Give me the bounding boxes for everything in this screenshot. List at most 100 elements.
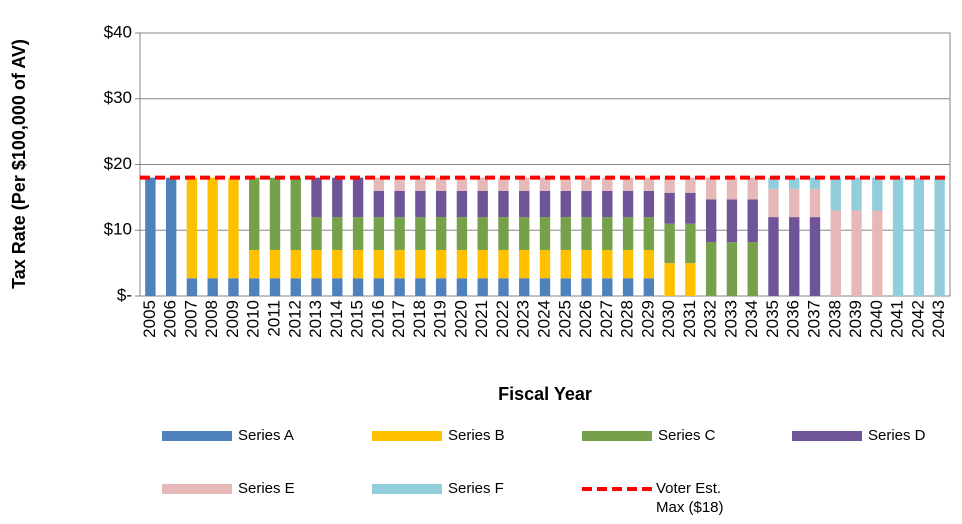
x-tick-label: 2018 bbox=[410, 300, 429, 338]
x-tick-label: 2035 bbox=[763, 300, 782, 338]
x-tick-label: 2019 bbox=[431, 300, 450, 338]
bar-segment bbox=[498, 278, 509, 296]
bar-segment bbox=[581, 190, 592, 218]
x-tick-label: 2029 bbox=[638, 300, 657, 338]
bar-segment bbox=[664, 263, 675, 296]
bar-segment bbox=[685, 223, 696, 264]
bar-segment bbox=[311, 217, 322, 250]
bar-segment bbox=[685, 263, 696, 296]
bar-segment bbox=[311, 249, 322, 279]
bar-segment bbox=[228, 278, 239, 296]
x-tick-label: 2013 bbox=[306, 300, 325, 338]
bar-segment bbox=[415, 190, 426, 218]
legend-label: Series D bbox=[868, 427, 926, 444]
bar-segment bbox=[872, 210, 883, 296]
bar-segment bbox=[352, 217, 364, 250]
bar-segment bbox=[539, 278, 551, 296]
x-tick-label: 2020 bbox=[451, 300, 470, 338]
bar-segment bbox=[477, 190, 488, 218]
bar-segment bbox=[456, 278, 468, 296]
bar-segment bbox=[145, 177, 156, 296]
bar-segment bbox=[352, 278, 364, 296]
bar-segment bbox=[747, 177, 758, 200]
bar-segment bbox=[373, 190, 385, 218]
legend-swatch bbox=[582, 431, 652, 441]
bar-segment bbox=[726, 177, 738, 200]
bar-segment bbox=[643, 190, 655, 218]
x-tick-label: 2024 bbox=[534, 300, 553, 338]
bar-segment bbox=[726, 242, 738, 296]
bar-segment bbox=[560, 249, 571, 279]
bar-segment bbox=[851, 177, 862, 211]
bar-segment bbox=[643, 249, 655, 279]
legend-label: Series B bbox=[448, 427, 505, 444]
bar-segment bbox=[705, 199, 717, 243]
bar-segment bbox=[311, 177, 322, 218]
bar-segment bbox=[581, 278, 592, 296]
bar-segment bbox=[352, 177, 364, 218]
bar-segment bbox=[477, 278, 488, 296]
bar-segment bbox=[394, 190, 405, 218]
bar-segment bbox=[269, 249, 281, 279]
bar-segment bbox=[789, 217, 800, 296]
bar-segment bbox=[498, 177, 509, 191]
bar-segment bbox=[249, 249, 260, 279]
x-tick-label: 2005 bbox=[140, 300, 159, 338]
bar-segment bbox=[539, 177, 551, 191]
x-tick-label: 2038 bbox=[825, 300, 844, 338]
x-tick-label: 2011 bbox=[264, 300, 283, 337]
bar-segment bbox=[789, 177, 800, 189]
legend-label: Series C bbox=[658, 427, 716, 444]
bar-segment bbox=[830, 177, 841, 211]
bar-segment bbox=[435, 177, 447, 191]
bar-segment bbox=[747, 199, 758, 243]
bar-segment bbox=[290, 249, 301, 279]
x-tick-label: 2023 bbox=[514, 300, 533, 338]
bar-segment bbox=[207, 177, 218, 279]
bar-segment bbox=[456, 249, 468, 279]
x-tick-label: 2010 bbox=[244, 300, 263, 338]
bar-segment bbox=[477, 217, 488, 250]
bar-segment bbox=[622, 177, 634, 191]
bar-segment bbox=[394, 249, 405, 279]
bar-segment bbox=[809, 217, 821, 296]
x-tick-label: 2026 bbox=[576, 300, 595, 338]
bar-segment bbox=[373, 217, 385, 250]
bar-segment bbox=[622, 190, 634, 218]
bar-segment bbox=[602, 278, 613, 296]
bar-segment bbox=[456, 217, 468, 250]
bar-segment bbox=[186, 177, 198, 279]
x-tick-label: 2015 bbox=[348, 300, 367, 338]
bar-segment bbox=[560, 190, 571, 218]
x-tick-label: 2028 bbox=[618, 300, 637, 338]
bar-segment bbox=[539, 217, 551, 250]
bar-segment bbox=[581, 177, 592, 191]
bar-segment bbox=[809, 188, 821, 218]
bar-segment bbox=[685, 177, 696, 193]
bar-segment bbox=[249, 278, 260, 296]
bar-segment bbox=[581, 217, 592, 250]
x-tick-label: 2017 bbox=[389, 300, 408, 338]
bar-segment bbox=[768, 188, 779, 218]
x-tick-label: 2037 bbox=[804, 300, 823, 338]
bar-segment bbox=[498, 190, 509, 218]
bar-segment bbox=[456, 190, 468, 218]
x-tick-label: 2040 bbox=[867, 300, 886, 338]
x-tick-label: 2006 bbox=[161, 300, 180, 338]
x-tick-label: 2016 bbox=[368, 300, 387, 338]
legend-swatch bbox=[162, 484, 232, 494]
bar-segment bbox=[685, 192, 696, 224]
x-tick-label: 2031 bbox=[680, 300, 699, 338]
bar-segment bbox=[643, 177, 655, 191]
bar-segment bbox=[560, 217, 571, 250]
bar-segment bbox=[249, 177, 260, 250]
x-tick-label: 2043 bbox=[929, 300, 948, 338]
bar-segment bbox=[352, 249, 364, 279]
bar-segment bbox=[290, 278, 301, 296]
legend-label: Voter Est. Max ($18) bbox=[656, 480, 724, 516]
y-tick-label: $10 bbox=[104, 220, 132, 239]
legend-label-box: Voter Est. Max ($18) bbox=[656, 480, 724, 516]
legend-swatch bbox=[372, 484, 442, 494]
x-tick-label: 2036 bbox=[784, 300, 803, 338]
bar-segment bbox=[228, 177, 239, 279]
